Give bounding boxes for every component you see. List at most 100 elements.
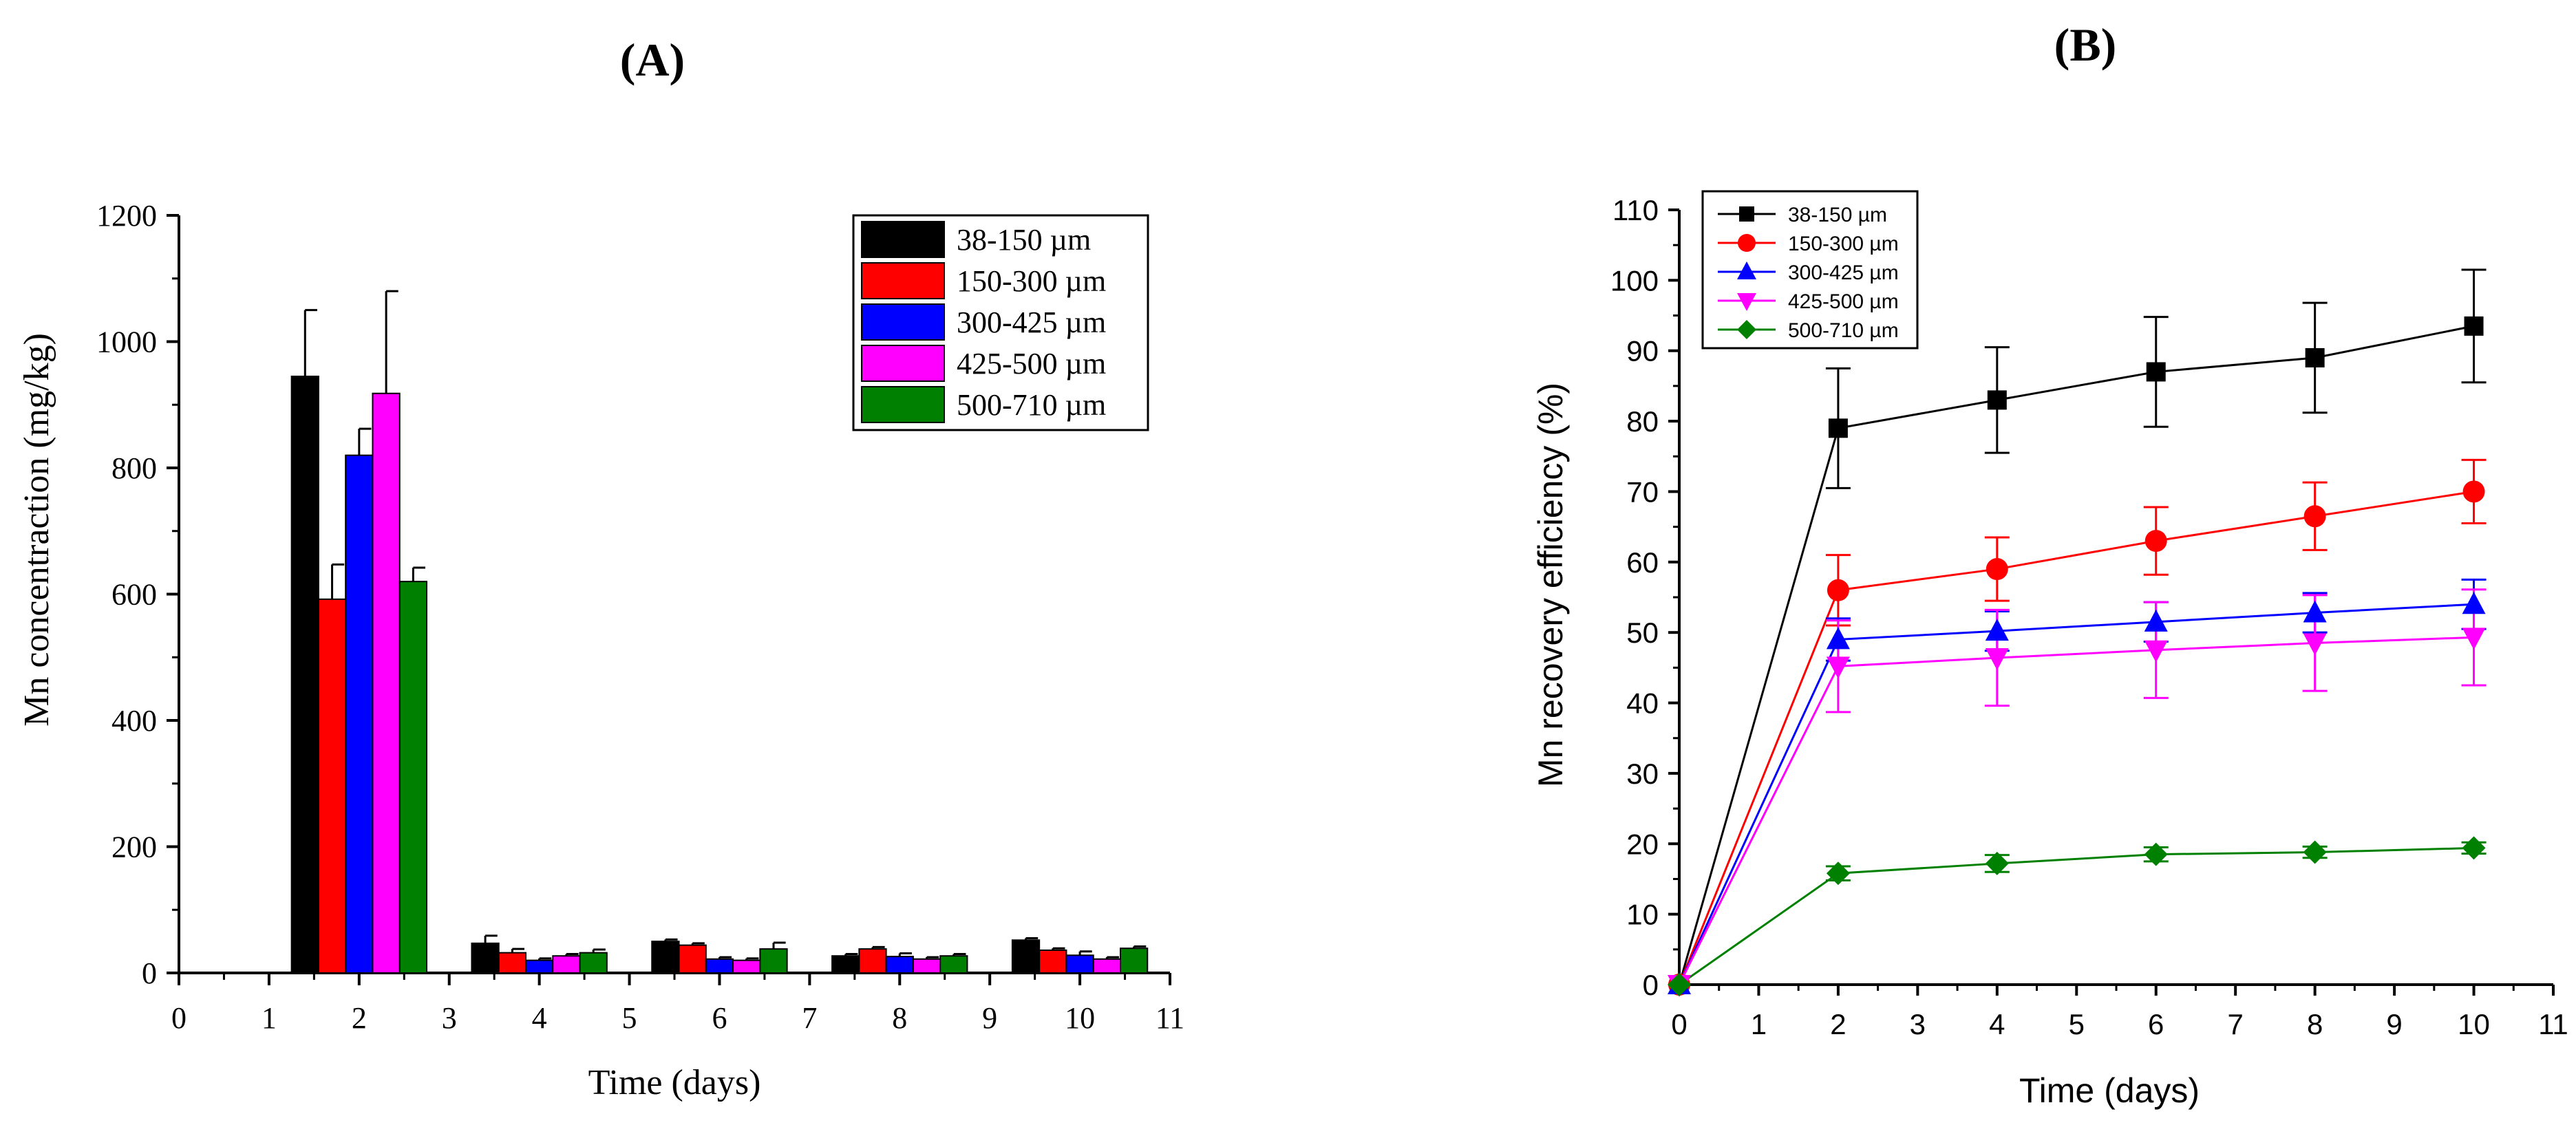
panel-b-marker-150-300-m-day-2 [1827, 579, 1849, 601]
panel-b-line-500-710-m [1679, 846, 2474, 986]
panel-a-y-tick-label: 800 [111, 451, 157, 485]
panel-b-error-bars [1825, 268, 2487, 882]
panel-b-lines [1678, 325, 2474, 986]
panel-a-bar-300-425-m-day-4 [525, 959, 554, 974]
panel-b-legend-label-300-425-m: 300-425 µm [1788, 261, 1899, 284]
panel-a-label: (A) [620, 34, 685, 86]
panel-a-x-tick-label: 9 [982, 1001, 997, 1035]
panel-b-line-38-150-m [1678, 325, 2474, 985]
panel-a-bars [290, 375, 1149, 974]
panel-b-x-tick-label: 8 [2307, 1008, 2323, 1040]
panel-a-bar-150-300-m-day-4 [498, 952, 527, 974]
panel-a-y-tick-label: 600 [111, 578, 157, 612]
panel-b-marker-300-425-m-day-6 [2144, 609, 2168, 632]
panel-a-bar-38-150-m-day-10 [1011, 939, 1041, 974]
panel-b-marker-38-150-m-day-10 [2464, 316, 2484, 336]
panel-b-marker-38-150-m-day-6 [2146, 362, 2166, 382]
panel-b-legend-marker-38-150-m [1739, 206, 1754, 222]
panel-b-marker-425-500-m-day-10 [2462, 628, 2486, 650]
panel-a-bar-38-150-m-day-8 [831, 955, 860, 974]
panel-a-bar-300-425-m-day-2 [345, 454, 374, 974]
panel-b-x-tick-label: 5 [2069, 1008, 2085, 1040]
panel-a-y-tick-label: 1200 [96, 199, 157, 233]
panel-a-x-tick-label: 2 [352, 1001, 367, 1035]
panel-a-y-tick-label: 0 [142, 956, 157, 990]
panel-a-legend: 38-150 µm 150-300 µm 300-425 µm 425-500 µm 5… [852, 214, 1149, 431]
panel-b-marker-150-300-m-day-4 [1986, 558, 2008, 581]
panel-b-marker-38-150-m-day-4 [1987, 390, 2007, 410]
panel-b-y-tick-label: 30 [1626, 758, 1659, 790]
panel-a-x-tick-label: 4 [532, 1001, 547, 1035]
panel-b-y-tick-label: 60 [1626, 546, 1659, 579]
panel-a-bar-425-500-m-day-10 [1092, 958, 1122, 974]
panel-b-marker-300-425-m-day-2 [1826, 627, 1850, 650]
panel-b-x-tick-label: 11 [2538, 1008, 2568, 1040]
panel-b-x-tick-label: 9 [2386, 1008, 2402, 1040]
panel-b-y-ticks: 0 10 20 30 40 50 60 70 80 90 100 110 [1610, 194, 1679, 1001]
panel-a-y-axis-title: Mn concentraction (mg/kg) [17, 333, 56, 727]
panel-b-marker-500-710-m-day-0 [1668, 973, 1691, 996]
panel-a-bar-150-300-m-day-6 [678, 944, 707, 974]
panel-a-x-axis-title: Time (days) [588, 1063, 761, 1102]
panel-a-bar-425-500-m-day-4 [552, 955, 581, 974]
panel-b-legend-label-38-150-m: 38-150 µm [1788, 204, 1887, 226]
panel-b: (B) Time (days) Mn recovery efficiency (… [1531, 19, 2568, 1110]
panel-a-legend-label-425-500-m: 425-500 µm [957, 347, 1106, 381]
panel-b-x-tick-label: 0 [1671, 1008, 1687, 1040]
panel-b-marker-150-300-m-day-6 [2144, 530, 2167, 553]
panel-a-x-tick-label: 8 [892, 1001, 907, 1035]
panel-a-legend-label-300-425-m: 300-425 µm [957, 306, 1106, 339]
panel-b-marker-500-710-m-day-6 [2144, 842, 2168, 866]
panel-a-x-tick-label: 1 [262, 1001, 277, 1035]
panel-b-y-tick-label: 40 [1626, 687, 1659, 720]
panel-b-y-tick-label: 110 [1612, 194, 1659, 226]
panel-b-line-300-425-m [1678, 603, 2474, 985]
panel-b-marker-300-425-m-day-8 [2303, 600, 2327, 623]
panel-a-x-tick-label: 0 [171, 1001, 187, 1035]
panel-a-bar-38-150-m-day-2 [290, 375, 319, 974]
panel-b-x-tick-label: 4 [1989, 1008, 2005, 1040]
panel-b-legend-marker-500-710-m [1737, 320, 1756, 339]
panel-b-y-tick-label: 70 [1626, 475, 1659, 508]
panel-a-legend-label-500-710-m: 500-710 µm [957, 388, 1106, 422]
panel-a-bar-425-500-m-day-2 [372, 392, 401, 974]
panel-a-bar-425-500-m-day-8 [912, 958, 941, 974]
panel-a-legend-label-150-300-m: 150-300 µm [957, 264, 1106, 298]
panel-a-bar-500-710-m-day-4 [579, 952, 608, 974]
panel-b-marker-150-300-m-day-8 [2303, 505, 2326, 528]
panel-b-y-tick-label: 100 [1610, 264, 1659, 297]
panel-b-marker-500-710-m-day-2 [1826, 861, 1850, 886]
panel-a-bar-500-710-m-day-8 [939, 955, 968, 974]
panel-b-line-150-300-m [1678, 490, 2474, 985]
panel-a-bar-300-425-m-day-8 [885, 956, 914, 974]
panel-a-bar-500-710-m-day-2 [398, 581, 428, 974]
panel-b-y-tick-label: 0 [1643, 969, 1659, 1001]
panel-a-bar-150-300-m-day-2 [317, 598, 347, 974]
panel-b-legend-marker-150-300-m [1738, 234, 1756, 252]
panel-b-y-tick-label: 10 [1626, 899, 1659, 931]
panel-a-bar-38-150-m-day-4 [471, 942, 500, 974]
panel-b-x-tick-label: 3 [1910, 1008, 1926, 1040]
panel-b-x-tick-label: 1 [1751, 1008, 1767, 1040]
panel-a-y-tick-label: 200 [111, 831, 157, 864]
panel-b-y-tick-label: 80 [1626, 405, 1659, 438]
panel-a-y-tick-label: 400 [111, 704, 157, 738]
panel-a-x-tick-label: 6 [712, 1001, 727, 1035]
panel-b-y-tick-label: 90 [1626, 335, 1659, 367]
panel-a-legend-swatch-38-150-m [861, 221, 945, 258]
panel-a-bar-425-500-m-day-6 [732, 959, 761, 974]
panel-b-legend-label-150-300-m: 150-300 µm [1788, 233, 1899, 255]
panel-a-bar-300-425-m-day-10 [1065, 954, 1094, 974]
panel-b-legend-marker-300-425-m [1737, 261, 1756, 279]
panel-b-marker-425-500-m-day-2 [1826, 656, 1850, 679]
panel-b-x-tick-label: 7 [2228, 1008, 2244, 1040]
panel-b-legend-frame [1701, 190, 1919, 350]
panel-a-bar-300-425-m-day-6 [705, 958, 734, 974]
panel-a-legend-swatch-150-300-m [861, 262, 945, 299]
panel-a-x-tick-label: 10 [1065, 1001, 1095, 1035]
panel-b-legend-marker-425-500-m [1737, 293, 1756, 311]
panel-b-legend-label-425-500-m: 425-500 µm [1788, 290, 1899, 313]
panel-b-label: (B) [2054, 19, 2117, 71]
panel-b-x-tick-label: 10 [2458, 1008, 2490, 1040]
